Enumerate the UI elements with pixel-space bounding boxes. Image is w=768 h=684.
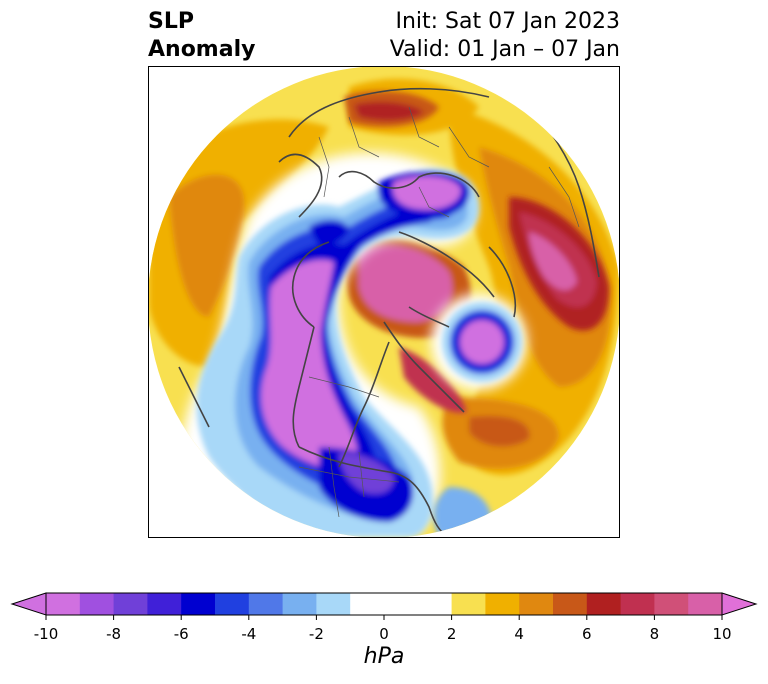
- polar-map: [149, 67, 619, 537]
- colorbar-segment: [147, 593, 182, 615]
- colorbar-tick-label: 8: [650, 625, 660, 643]
- colorbar-tick-label: 4: [514, 625, 524, 643]
- colorbar-segment: [282, 593, 317, 615]
- title-field: SLP: [148, 9, 194, 34]
- colorbar-segment: [586, 593, 622, 615]
- map-panel: [148, 66, 620, 538]
- colorbar-ticks: -10 -8 -6 -4 -2 0 2 4 6 8 10: [34, 615, 732, 643]
- colorbar-segments: [46, 593, 723, 615]
- colorbar-segment: [451, 593, 486, 615]
- colorbar-tick-label: 0: [379, 625, 389, 643]
- colorbar-segment: [654, 593, 689, 615]
- colorbar-segment: [553, 593, 588, 615]
- colorbar-segment: [248, 593, 284, 615]
- title-right: Init: Sat 07 Jan 2023 Valid: 01 Jan – 07…: [390, 8, 620, 64]
- colorbar-segment: [46, 593, 81, 615]
- title-field-type: Anomaly: [148, 37, 256, 62]
- colorbar-segment: [485, 593, 520, 615]
- colorbar-tick-label: 2: [447, 625, 457, 643]
- colorbar-segment: [113, 593, 148, 615]
- init-date: Init: Sat 07 Jan 2023: [395, 9, 620, 34]
- colorbar-segment: [519, 593, 554, 615]
- colorbar-tick-label: 6: [582, 625, 592, 643]
- colorbar-segment: [350, 593, 419, 615]
- colorbar-segment: [688, 593, 723, 615]
- colorbar-tick-label: -4: [241, 625, 256, 643]
- borders: [298, 106, 580, 518]
- colorbar-over-arrow: [721, 592, 758, 616]
- colorbar: -10 -8 -6 -4 -2 0 2 4 6 8 10: [10, 592, 758, 643]
- colorbar-tick-label: -10: [34, 625, 59, 643]
- colorbar-tick-label: -8: [106, 625, 121, 643]
- colorbar-tick-label: -2: [309, 625, 324, 643]
- colorbar-tick-label: 10: [712, 625, 731, 643]
- colorbar-tick-label: -6: [174, 625, 189, 643]
- colorbar-segment: [620, 593, 655, 615]
- colorbar-under-arrow: [10, 592, 47, 616]
- colorbar-segment: [79, 593, 115, 615]
- colorbar-segment: [181, 593, 216, 615]
- colorbar-segment: [316, 593, 351, 615]
- colorbar-segment: [215, 593, 250, 615]
- colorbar-segment: [417, 593, 453, 615]
- title-left: SLP Anomaly: [148, 8, 255, 64]
- colorbar-units: hPa: [363, 644, 405, 669]
- valid-range: Valid: 01 Jan – 07 Jan: [389, 37, 620, 62]
